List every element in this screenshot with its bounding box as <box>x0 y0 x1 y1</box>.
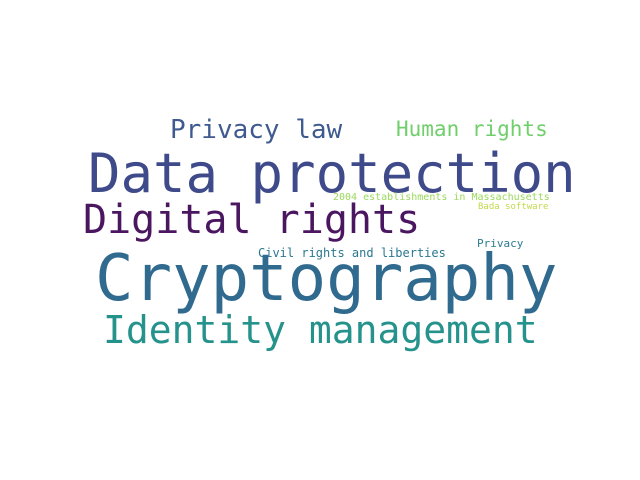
word-identity-management: Identity management <box>103 308 538 352</box>
word-2004-establishments: 2004 establishments in Massachusetts <box>333 192 550 203</box>
word-data-protection: Data protection <box>88 142 576 205</box>
word-cryptography: Cryptography <box>95 242 558 316</box>
word-digital-rights: Digital rights <box>83 197 421 243</box>
word-human-rights: Human rights <box>396 117 548 141</box>
word-bada-software: Bada software <box>478 202 549 212</box>
word-privacy-law: Privacy law <box>170 115 343 145</box>
word-civil-rights: Civil rights and liberties <box>258 246 446 260</box>
word-privacy: Privacy <box>477 237 524 250</box>
